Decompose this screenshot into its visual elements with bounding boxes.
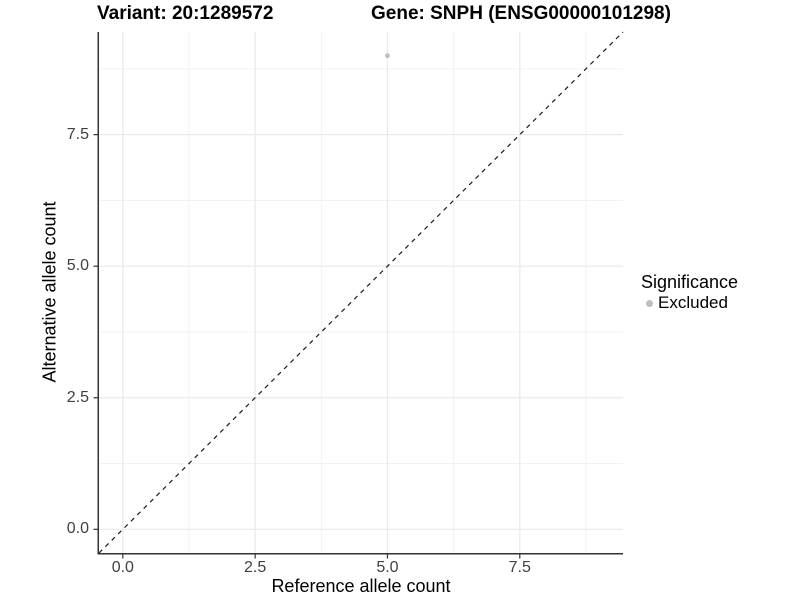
data-point-excluded xyxy=(385,53,390,59)
x-tick-label: 7.5 xyxy=(508,559,531,576)
legend-title: Significance xyxy=(641,272,739,292)
x-tick-label: 5.0 xyxy=(376,559,399,576)
x-axis-title: Reference allele count xyxy=(271,576,451,596)
y-tick-label: 7.5 xyxy=(66,125,89,143)
y-axis-title: Alternative allele count xyxy=(39,201,60,383)
y-tick-label: 5.0 xyxy=(66,257,89,275)
plot-title-variant: Variant: 20:1289572 xyxy=(97,3,274,24)
y-tick-label: 0.0 xyxy=(66,520,89,538)
legend: Significance Excluded xyxy=(641,272,738,312)
x-tick-label: 2.5 xyxy=(244,559,267,576)
excluded-point-icon xyxy=(645,299,653,307)
legend-item-excluded: Excluded xyxy=(641,293,738,312)
legend-key xyxy=(641,295,657,311)
plot-title-gene: Gene: SNPH (ENSG00000101298) xyxy=(371,3,671,24)
legend-item-label: Excluded xyxy=(658,293,728,312)
identity-reference-line xyxy=(98,31,624,554)
x-tick-label: 0.0 xyxy=(111,559,134,576)
y-tick-label: 2.5 xyxy=(66,388,89,406)
